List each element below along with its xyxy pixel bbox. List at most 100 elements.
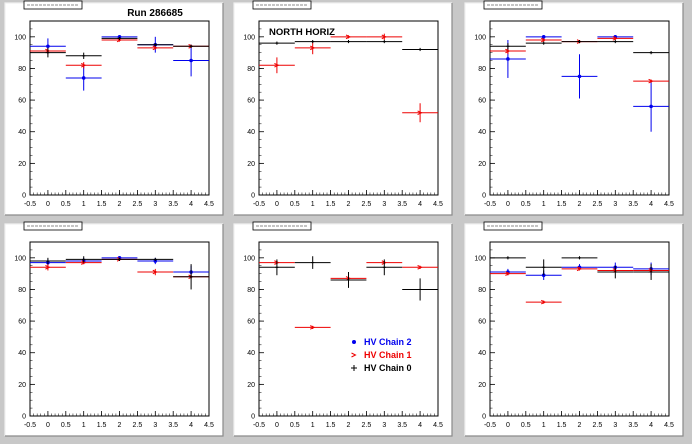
pad-border-light [233,2,452,215]
y-tick-label: 60 [478,319,486,326]
plot-annotation: NORTH HORIZ [269,27,335,38]
x-tick-label: 2 [347,201,351,208]
pad-border-light [4,2,223,215]
x-tick-label: 4 [189,422,193,429]
x-tick-label: 4.5 [204,201,214,208]
y-tick-label: 20 [247,382,255,389]
x-tick-label: 0 [275,422,279,429]
pad-border-dark [5,3,224,216]
x-tick-label: 0 [275,201,279,208]
series-3 [490,256,669,280]
x-tick-label: 4 [189,201,193,208]
y-tick-label: 0 [251,414,255,421]
x-tick-label: -0.5 [24,422,36,429]
y-tick-label: 100 [474,255,486,262]
data-point [152,269,159,275]
y-tick-label: 20 [478,161,486,168]
data-point [153,259,158,263]
x-tick-label: 3.5 [628,201,638,208]
pad-border-dark [465,224,684,437]
pad-border-dark [234,3,453,216]
y-tick-label: 0 [22,414,26,421]
y-tick-label: 40 [18,350,26,357]
x-tick-label: 1 [542,201,546,208]
data-point [417,110,423,116]
x-tick-label: 3 [382,422,386,429]
pad-background [465,3,683,215]
x-tick-label: 4 [418,422,422,429]
x-tick-label: 3 [382,201,386,208]
x-tick-label: 2 [578,201,582,208]
y-tick-label: 40 [478,129,486,136]
y-tick-label: 0 [22,193,26,200]
x-tick-label: 1 [542,422,546,429]
x-tick-label: 0.5 [61,422,71,429]
data-point [381,34,388,40]
data-point [505,271,511,276]
x-tick-label: 4 [418,201,422,208]
x-tick-label: 0.5 [61,201,71,208]
x-tick-label: 4.5 [433,422,443,429]
legend-label: HV Chain 1 [364,350,412,360]
legend-marker-arrow [351,352,357,358]
data-point [46,44,50,49]
y-tick-label: 60 [478,98,486,105]
pad-border-dark [234,224,453,437]
pad-border-light [464,2,683,215]
x-tick-label: 4.5 [664,201,674,208]
series-2 [259,256,438,301]
pad-1: -0.5 0 0.5 1 1.5 2 2.5 3 3.5 4 4.5020406080100Run … [4,0,224,216]
x-tick-label: 2.5 [593,201,603,208]
data-point [541,35,546,39]
y-tick-label: 80 [18,66,26,73]
x-tick-label: 0 [46,422,50,429]
pad-border-dark [465,3,684,216]
y-tick-label: 100 [243,34,255,41]
data-point [648,78,654,84]
x-tick-label: 4.5 [664,422,674,429]
series-1 [259,33,438,123]
run-label: Run 286685 [127,8,183,19]
series-3 [30,36,209,59]
y-tick-label: 80 [18,287,26,294]
data-point [189,58,193,63]
x-tick-label: 3.5 [168,201,178,208]
x-tick-label: 3 [613,422,617,429]
x-tick-label: 1 [311,201,315,208]
y-tick-label: 80 [247,287,255,294]
y-tick-label: 40 [18,129,26,136]
pad-background [234,3,452,215]
x-tick-label: 2.5 [593,422,603,429]
y-tick-label: 0 [482,414,486,421]
data-point [345,34,352,40]
x-tick-label: 3.5 [628,422,638,429]
x-tick-label: -0.5 [484,201,496,208]
x-tick-label: 4 [649,422,653,429]
x-tick-label: 4.5 [433,201,443,208]
x-tick-label: 2 [118,422,122,429]
data-point [649,104,653,109]
x-tick-label: 2 [578,422,582,429]
legend: HV Chain 2 HV Chain 1 HV Chain 0 [351,337,412,373]
y-tick-label: 80 [247,66,255,73]
x-tick-label: 2 [347,422,351,429]
data-point [417,265,423,270]
x-tick-label: 4 [649,201,653,208]
series-3 [30,256,209,290]
x-tick-label: 3 [153,422,157,429]
x-tick-label: -0.5 [253,422,265,429]
y-tick-label: 40 [247,350,255,357]
pad-background [234,224,452,436]
x-tick-label: 0.5 [290,201,300,208]
x-tick-label: 3 [153,201,157,208]
x-tick-label: 1.5 [326,201,336,208]
data-point [80,260,87,265]
y-tick-label: 100 [243,255,255,262]
data-point [505,48,511,54]
series-3 [490,39,669,55]
y-tick-label: 60 [247,319,255,326]
y-tick-label: 60 [18,98,26,105]
